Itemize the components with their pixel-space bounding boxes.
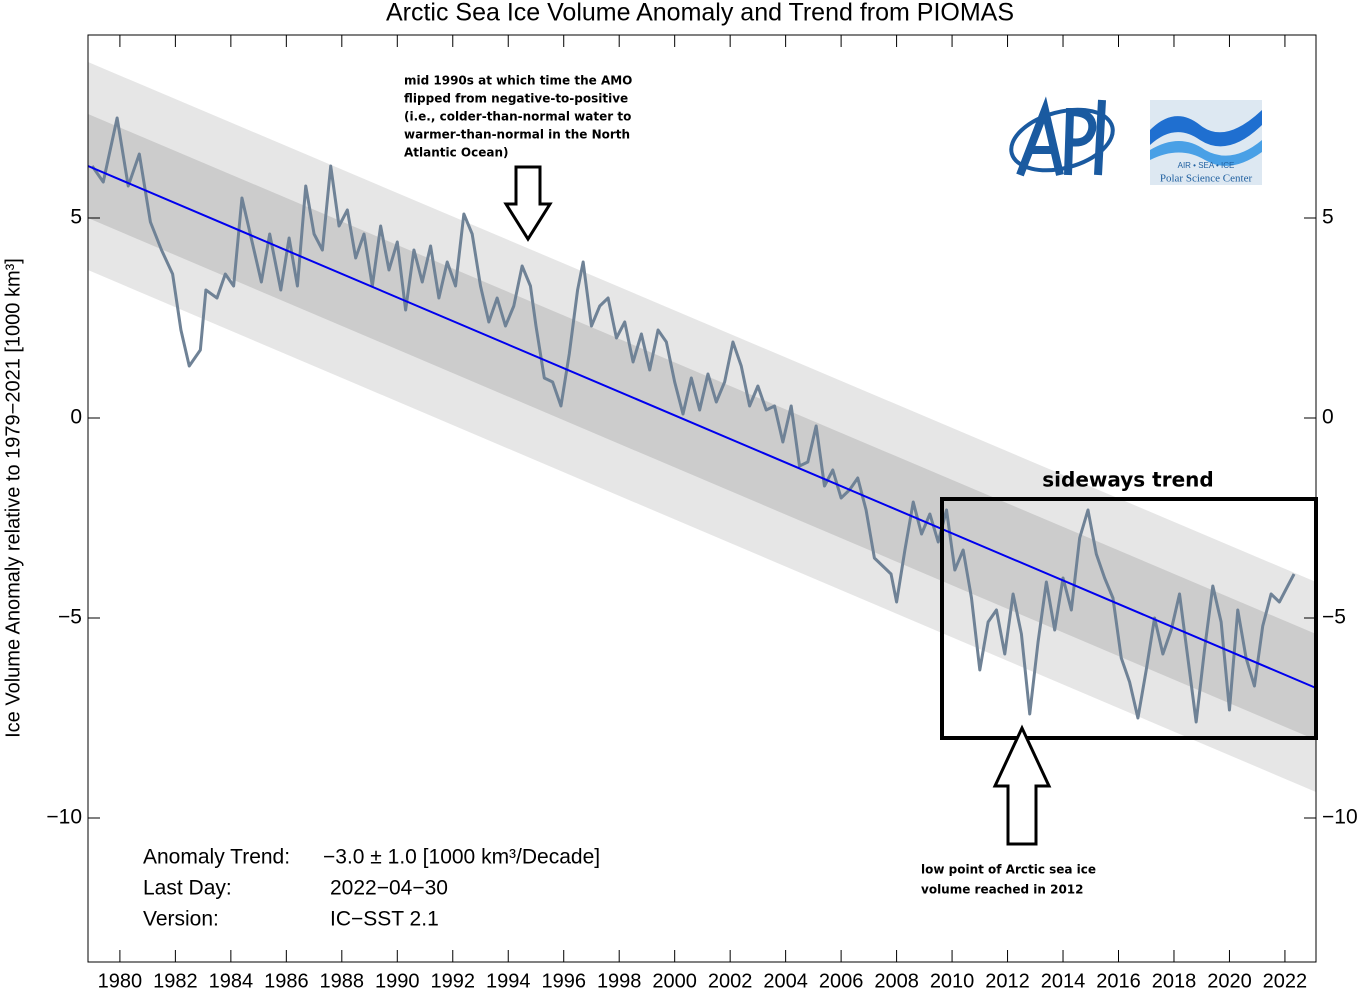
- y-tick-label: −10: [46, 806, 82, 829]
- x-tick-label: 2020: [1207, 970, 1252, 992]
- x-tick-label: 2000: [652, 970, 697, 992]
- info-value: −3.0 ± 1.0 [1000 km³/Decade]: [323, 846, 600, 869]
- psc-logo: AIR • SEA • ICE Polar Science Center: [1150, 100, 1262, 185]
- info-value: 2022−04−30: [330, 877, 448, 900]
- x-tick-label: 1994: [486, 970, 531, 992]
- x-tick-label: 2002: [708, 970, 753, 992]
- x-tick-label: 1980: [98, 970, 143, 992]
- annotation-line: warmer-than-normal in the North: [404, 128, 630, 142]
- trend-line: [87, 165, 1317, 689]
- y-tick-label-right: 0: [1322, 406, 1334, 429]
- x-tick-label: 1996: [541, 970, 586, 992]
- x-tick-label: 1982: [153, 970, 198, 992]
- annotation-line: mid 1990s at which time the AMO: [404, 74, 632, 88]
- info-value: IC−SST 2.1: [330, 908, 439, 931]
- annotation-line: volume reached in 2012: [921, 883, 1084, 897]
- x-tick-label: 2018: [1152, 970, 1197, 992]
- x-tick-label: 1986: [264, 970, 309, 992]
- y-tick-label: 0: [70, 406, 82, 429]
- x-tick-label: 2016: [1096, 970, 1141, 992]
- annotation-low: low point of Arctic sea ice volume reach…: [921, 863, 1096, 897]
- plot: [87, 116, 1317, 724]
- annotation-line: (i.e., colder-than-normal water to: [404, 110, 631, 124]
- arrow-down: [503, 165, 553, 242]
- x-tick-label: 2012: [985, 970, 1030, 992]
- arrow-up: [992, 724, 1052, 846]
- info-label: Version:: [143, 908, 219, 931]
- x-tick-label: 1992: [431, 970, 476, 992]
- info-label: Last Day:: [143, 877, 232, 900]
- y-tick-label-right: 5: [1322, 206, 1334, 229]
- x-tick-label: 2014: [1041, 970, 1086, 992]
- y-axis-label: Ice Volume Anomaly relative to 1979−2021…: [2, 258, 24, 738]
- apl-logo: [1009, 96, 1115, 177]
- annotation-line: flipped from negative-to-positive: [404, 92, 628, 106]
- x-tick-label: 1984: [209, 970, 254, 992]
- info-label: Anomaly Trend:: [143, 846, 290, 869]
- chart-title: Arctic Sea Ice Volume Anomaly and Trend …: [386, 0, 1014, 27]
- annotation-line: Atlantic Ocean): [404, 146, 509, 160]
- anomaly-line: [90, 116, 1296, 724]
- y-tick-label-right: −5: [1322, 606, 1346, 629]
- logo-text: AIR • SEA • ICE: [1178, 161, 1235, 170]
- x-tick-label: 1998: [597, 970, 642, 992]
- annotation-sideways: sideways trend: [1042, 468, 1213, 492]
- y-tick-label: 5: [70, 206, 82, 229]
- y-tick-label: −5: [58, 606, 82, 629]
- x-tick-label: 2022: [1263, 970, 1308, 992]
- annotation-amo: mid 1990s at which time the AMO flipped …: [404, 74, 632, 160]
- x-tick-label: 2004: [763, 970, 808, 992]
- x-tick-label: 2010: [930, 970, 975, 992]
- logo-text: Polar Science Center: [1160, 173, 1253, 185]
- x-tick-label: 1988: [320, 970, 365, 992]
- x-tick-label: 2008: [874, 970, 919, 992]
- y-tick-label-right: −10: [1322, 806, 1358, 829]
- annotation-line: low point of Arctic sea ice: [921, 863, 1096, 877]
- x-tick-label: 1990: [375, 970, 420, 992]
- info: Anomaly Trend: −3.0 ± 1.0 [1000 km³/Deca…: [143, 846, 600, 931]
- x-tick-label: 2006: [819, 970, 864, 992]
